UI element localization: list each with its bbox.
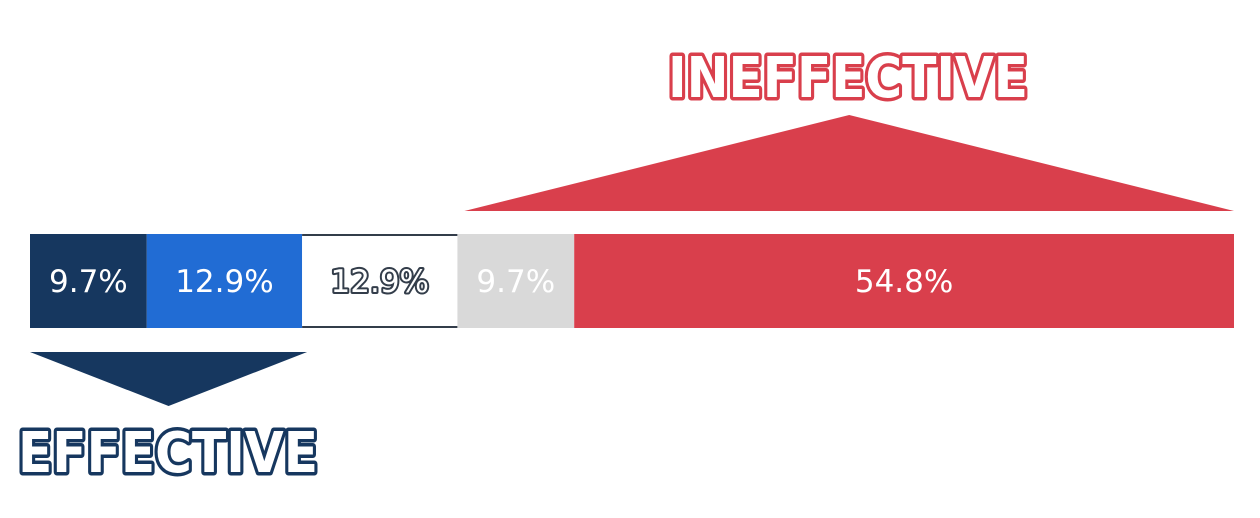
bar-segments: 9.7% 12.9% 12.9% 9.7% 54.8% (30, 234, 1234, 328)
bar-segment-3 (457, 234, 575, 328)
segment-value-label-2: 12.9% (331, 264, 429, 300)
effective-group-label: EFFECTIVE (18, 421, 318, 486)
ineffective-group-arrow (464, 115, 1234, 211)
segment-value-label-4: 54.8% (855, 264, 953, 300)
bar-segment-1 (146, 234, 303, 328)
bar-segment-2 (302, 234, 458, 328)
segment-value-label-0: 9.7% (49, 264, 128, 300)
segment-value-label-3: 9.7% (476, 264, 555, 300)
bar-segment-0 (30, 234, 147, 328)
segment-value-label-1: 12.9% (175, 264, 273, 300)
effective-group-arrow (30, 352, 308, 406)
bar-segment-4 (574, 234, 1234, 328)
ineffective-group-label: INEFFECTIVE (668, 46, 1028, 111)
